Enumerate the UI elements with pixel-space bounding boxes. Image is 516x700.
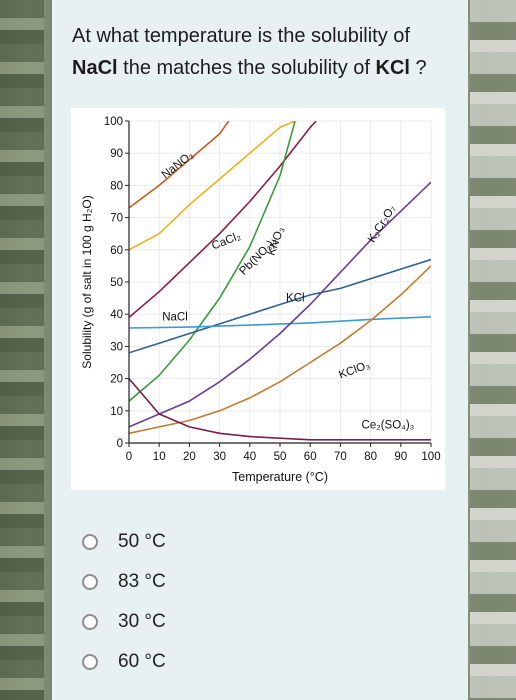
x-tick-label: 40 (243, 451, 256, 463)
y-tick-label: 90 (110, 148, 123, 160)
radio-button[interactable] (82, 614, 98, 630)
series-line (129, 121, 296, 251)
y-tick-label: 50 (110, 277, 123, 289)
choice-label: 60 °C (118, 651, 166, 672)
y-tick-label: 70 (110, 213, 123, 225)
series-line (129, 121, 296, 402)
choice-option-1[interactable]: 83 °C (82, 562, 166, 602)
series-label: CaCl₂ (210, 230, 242, 252)
series-label: NaCl (162, 312, 188, 324)
background-left (0, 0, 44, 700)
question-end: ? (409, 57, 427, 79)
x-tick-label: 100 (421, 451, 440, 463)
series-line (129, 181, 431, 428)
choice-option-0[interactable]: 50 °C (82, 522, 166, 562)
y-tick-label: 100 (104, 116, 123, 128)
y-tick-label: 80 (110, 180, 123, 192)
x-tick-label: 60 (304, 451, 317, 463)
y-tick-label: 10 (110, 406, 123, 418)
series-label: Ce₂(SO₄)₃ (362, 420, 415, 432)
y-axis-label: Solubility (g of salt in 100 g H₂O) (80, 195, 94, 368)
series-line (129, 378, 431, 441)
choice-label: 83 °C (118, 571, 166, 592)
question-text: At what temperature is the solubility of… (72, 20, 452, 84)
x-tick-label: 0 (126, 451, 132, 463)
x-tick-label: 20 (183, 451, 196, 463)
choice-option-2[interactable]: 30 °C (82, 602, 166, 642)
x-axis-label: Temperature (°C) (232, 470, 328, 484)
y-tick-label: 20 (110, 374, 123, 386)
series-label: KCl (286, 292, 305, 304)
y-tick-label: 60 (110, 245, 123, 257)
series-label: KClO₃ (337, 359, 372, 381)
question-middle: the matches the solubility of (117, 57, 376, 79)
x-tick-label: 30 (213, 451, 226, 463)
y-tick-label: 0 (117, 438, 123, 450)
solubility-chart: 0 10 20 30 40 50 60 70 80 90 100 0 10 20 30 40 50 60 70 80 9… (71, 108, 445, 490)
series-line (129, 121, 317, 319)
y-tick-label: 30 (110, 341, 123, 353)
x-tick-label: 50 (274, 451, 287, 463)
series-label: NaNO₃ (160, 149, 197, 181)
x-tick-label: 10 (153, 451, 166, 463)
series-line (129, 258, 431, 354)
x-tick-label: 90 (394, 451, 407, 463)
choice-label: 50 °C (118, 531, 166, 552)
question-card: At what temperature is the solubility of… (52, 0, 468, 700)
chart-svg: 0 10 20 30 40 50 60 70 80 90 100 0 10 20 30 40 50 60 70 80 9… (80, 116, 441, 484)
series-line (129, 316, 431, 329)
radio-button[interactable] (82, 534, 98, 550)
y-tick-label: 40 (110, 309, 123, 321)
question-kcl: KCl (375, 57, 410, 79)
choice-option-3[interactable]: 60 °C (82, 642, 166, 682)
radio-button[interactable] (82, 654, 98, 670)
series-line (129, 121, 230, 209)
x-tick-label: 80 (364, 451, 377, 463)
choice-label: 30 °C (118, 611, 166, 632)
background-right (470, 0, 516, 700)
question-nacl: NaCl (72, 57, 118, 79)
radio-button[interactable] (82, 574, 98, 590)
answer-choices: 50 °C 83 °C 30 °C 60 °C (82, 522, 166, 682)
x-tick-label: 70 (334, 451, 347, 463)
question-line1: At what temperature is the solubility of (72, 25, 410, 47)
